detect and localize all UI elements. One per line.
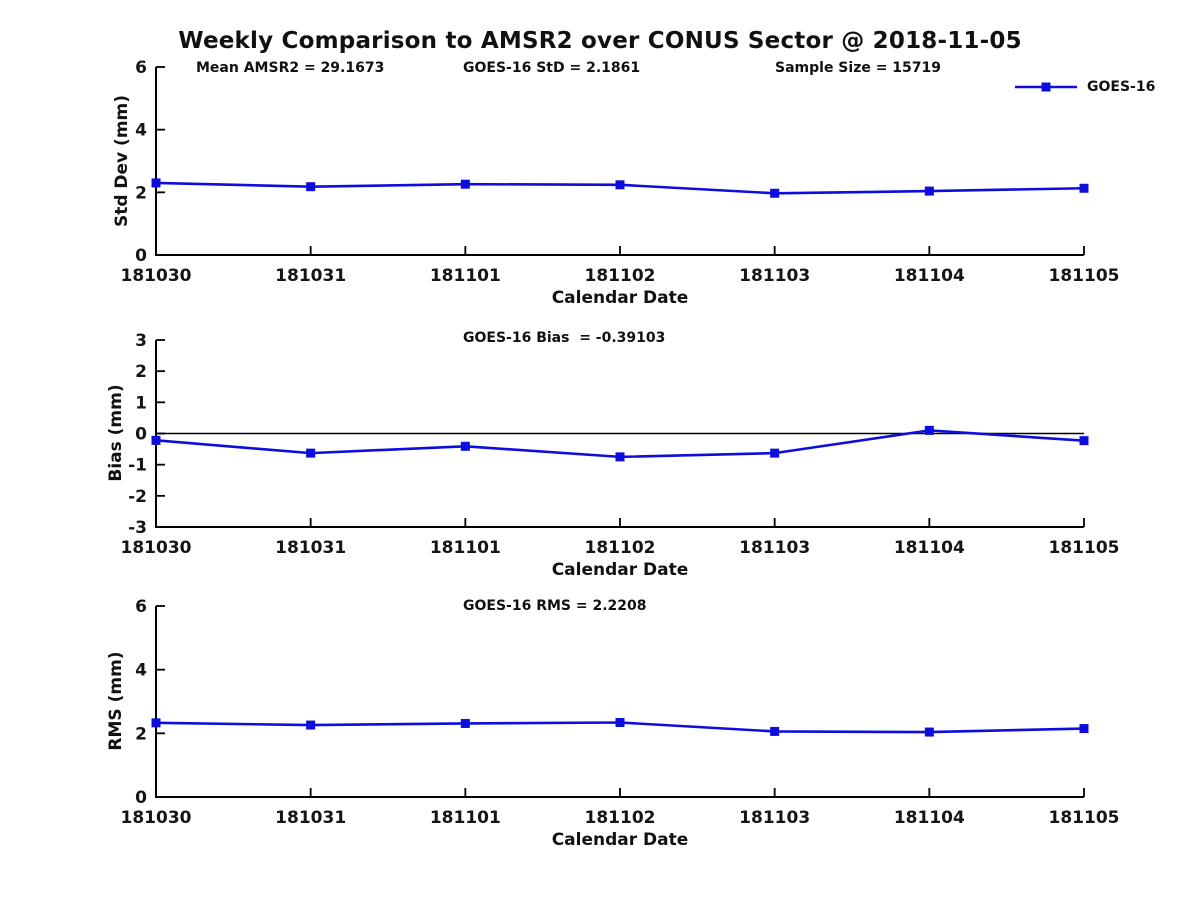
data-point-marker	[151, 435, 161, 445]
x-axis-label-bottom: Calendar Date	[551, 830, 689, 850]
data-point-marker	[924, 186, 934, 196]
y-axis-label-bias: Bias (mm)	[106, 384, 126, 482]
y-tick-label: 4	[135, 121, 147, 141]
annotation-goes16-bias: GOES-16 Bias = -0.39103	[463, 330, 666, 346]
data-point-marker	[1079, 436, 1089, 446]
x-tick-label: 181103	[739, 808, 810, 828]
y-tick-label: 6	[135, 597, 147, 617]
y-tick-label: 2	[135, 362, 147, 382]
x-tick-label: 181031	[275, 538, 346, 558]
y-tick-label: 2	[135, 724, 147, 744]
data-point-marker	[460, 441, 470, 451]
data-point-marker	[770, 448, 780, 458]
x-tick-label: 181031	[275, 808, 346, 828]
y-tick-label: 3	[135, 331, 147, 351]
y-tick-label: 4	[135, 661, 147, 681]
data-point-marker	[615, 718, 625, 728]
x-tick-label: 181103	[739, 538, 810, 558]
data-point-marker	[615, 452, 625, 462]
x-tick-label: 181101	[430, 808, 501, 828]
data-point-marker	[924, 727, 934, 737]
x-tick-label: 181102	[585, 266, 656, 286]
x-tick-label: 181102	[585, 538, 656, 558]
x-tick-label: 181102	[585, 808, 656, 828]
x-tick-label: 181030	[121, 538, 192, 558]
y-tick-label: -3	[128, 518, 147, 538]
y-tick-label: 1	[135, 393, 147, 413]
data-point-marker	[615, 180, 625, 190]
legend-label: GOES-16	[1087, 79, 1156, 95]
data-point-marker	[1079, 183, 1089, 193]
y-tick-label: -1	[128, 456, 147, 476]
x-tick-label: 181030	[121, 808, 192, 828]
x-tick-label: 181031	[275, 266, 346, 286]
x-tick-label: 181104	[894, 808, 965, 828]
data-point-marker	[306, 720, 316, 730]
data-point-marker	[306, 182, 316, 192]
y-tick-label: 0	[135, 788, 147, 808]
y-axis-label-stddev: Std Dev (mm)	[112, 94, 132, 228]
data-point-marker	[1079, 724, 1089, 734]
annotation-goes16-rms: GOES-16 RMS = 2.2208	[463, 598, 647, 614]
data-point-marker	[151, 718, 161, 728]
annotation-mean-amsr2: Mean AMSR2 = 29.1673	[196, 60, 385, 76]
x-tick-label: 181105	[1049, 538, 1120, 558]
data-point-marker	[151, 178, 161, 188]
x-tick-label: 181104	[894, 538, 965, 558]
y-tick-label: 0	[135, 425, 147, 445]
figure-title: Weekly Comparison to AMSR2 over CONUS Se…	[178, 28, 1022, 54]
data-point-marker	[770, 726, 780, 736]
legend-line-sample	[1015, 82, 1077, 92]
data-point-marker	[924, 425, 934, 435]
x-tick-label: 181104	[894, 266, 965, 286]
x-tick-label: 181101	[430, 266, 501, 286]
annotation-sample-size: Sample Size = 15719	[775, 60, 942, 76]
y-tick-label: 2	[135, 183, 147, 203]
data-point-marker	[460, 718, 470, 728]
x-axis-label-top: Calendar Date	[551, 288, 689, 308]
annotation-goes16-std: GOES-16 StD = 2.1861	[463, 60, 641, 76]
data-point-marker	[306, 448, 316, 458]
data-point-marker	[460, 179, 470, 189]
x-tick-label: 181105	[1049, 808, 1120, 828]
y-axis-label-rms: RMS (mm)	[106, 651, 126, 751]
y-tick-label: 0	[135, 246, 147, 266]
x-tick-label: 181101	[430, 538, 501, 558]
legend-marker	[1041, 82, 1051, 92]
y-tick-label: 6	[135, 58, 147, 78]
x-tick-label: 181030	[121, 266, 192, 286]
x-tick-label: 181105	[1049, 266, 1120, 286]
x-tick-label: 181103	[739, 266, 810, 286]
data-point-marker	[770, 188, 780, 198]
x-axis-label-middle: Calendar Date	[551, 560, 689, 580]
y-tick-label: -2	[128, 487, 147, 507]
legend: GOES-16	[1013, 79, 1155, 95]
